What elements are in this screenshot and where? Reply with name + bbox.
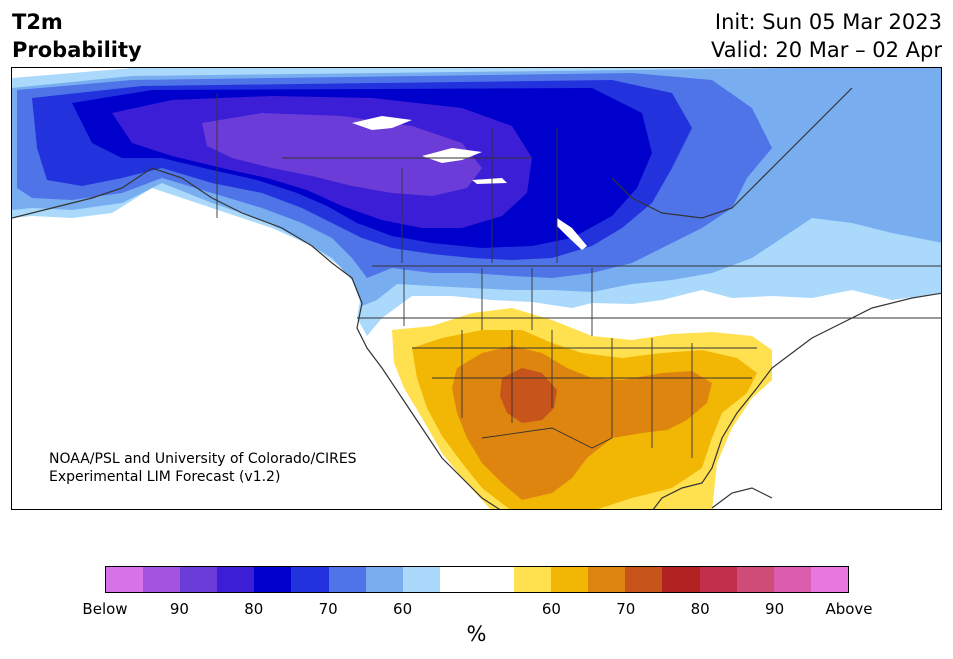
colorbar-cell <box>736 567 774 592</box>
init-date: Init: Sun 05 Mar 2023 <box>714 10 942 34</box>
credit-line-1: NOAA/PSL and University of Colorado/CIRE… <box>49 451 357 467</box>
credit-text: NOAA/PSL and University of Colorado/CIRE… <box>49 450 357 486</box>
colorbar-cell <box>254 567 292 592</box>
colorbar-cell <box>328 567 366 592</box>
colorbar-tick-label: Above <box>825 600 873 618</box>
colorbar-cell <box>551 567 589 592</box>
colorbar-tick-label: 60 <box>541 600 561 618</box>
forecast-dates: Init: Sun 05 Mar 2023 Valid: 20 Mar – 02… <box>711 8 942 64</box>
map-canvas <box>12 68 941 509</box>
colorbar-tick-label: 70 <box>318 600 338 618</box>
lake-winnipeg <box>557 218 587 250</box>
colorbar-unit: % <box>466 622 487 646</box>
coastlines <box>12 87 941 509</box>
colorbar-cell <box>514 567 552 592</box>
colorbar-tick-label: 90 <box>765 600 785 618</box>
colorbar-cell <box>402 567 440 592</box>
colorbar-cell <box>180 567 218 592</box>
colorbar-cell <box>773 567 811 592</box>
colorbar-cell <box>476 567 515 592</box>
valid-period: Valid: 20 Mar – 02 Apr <box>711 38 942 62</box>
lake-athabasca <box>472 178 507 184</box>
political-borders <box>216 93 941 458</box>
colorbar-cell <box>106 567 144 592</box>
colorbar-tick-labels: Below 90 80 70 60 60 70 80 90 Above <box>82 600 872 618</box>
us-mexico-border <box>481 427 613 449</box>
colorbar-cell <box>143 567 181 592</box>
colorbar-cell <box>291 567 329 592</box>
title-line-2: Probability <box>12 38 142 62</box>
great-slave-lake <box>422 148 482 163</box>
colorbar-cell <box>588 567 626 592</box>
colorbar-tick-label: 60 <box>393 600 413 618</box>
great-bear-lake <box>352 116 412 130</box>
colorbar-tick-label: Below <box>82 600 128 618</box>
credit-line-2: Experimental LIM Forecast (v1.2) <box>49 469 281 485</box>
colorbar-cell <box>217 567 255 592</box>
colorbar-cell <box>365 567 403 592</box>
colorbar-tick-label: 90 <box>169 600 189 618</box>
colorbar <box>105 566 849 593</box>
contour-above-75 <box>500 368 557 423</box>
probability-map <box>11 67 942 510</box>
colorbar-cell <box>625 567 663 592</box>
colorbar-cell <box>439 567 477 592</box>
colorbar-cell <box>662 567 700 592</box>
title-line-1: T2m <box>12 10 63 34</box>
colorbar-tick-label: 70 <box>616 600 636 618</box>
colorbar-cell <box>699 567 737 592</box>
cuba-coast <box>711 487 773 509</box>
colorbar-cell <box>810 567 848 592</box>
colorbar-tick-label: 80 <box>244 600 264 618</box>
chart-title: T2m Probability <box>12 8 142 64</box>
contour-below-90 <box>202 113 482 196</box>
colorbar-tick-label: 80 <box>690 600 710 618</box>
